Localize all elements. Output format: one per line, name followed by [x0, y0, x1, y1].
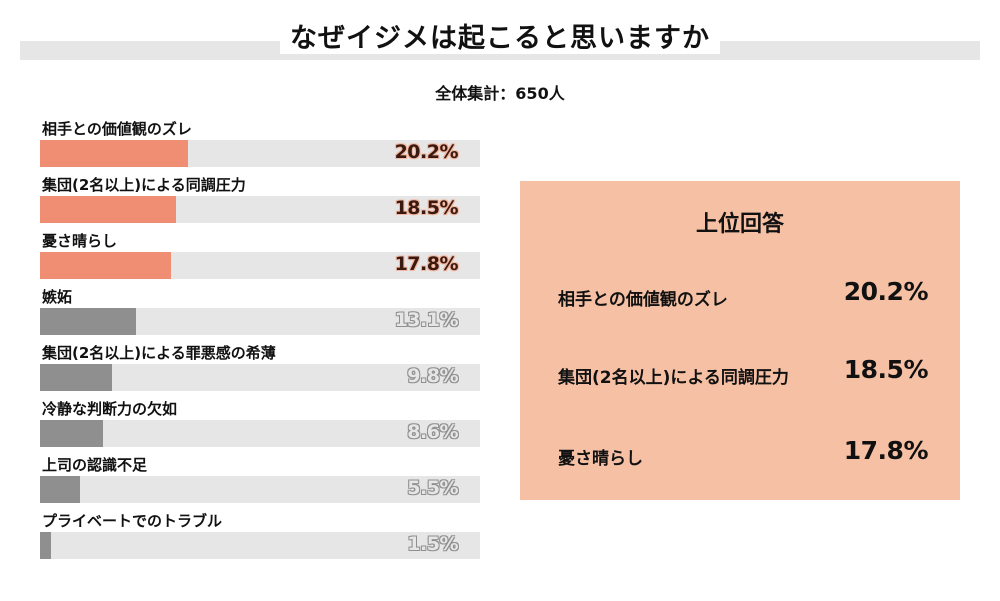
bar-track — [40, 364, 480, 391]
bar-category-label: 上司の認識不足 — [42, 456, 148, 474]
bar — [40, 532, 51, 559]
bar — [40, 364, 112, 391]
bar — [40, 140, 188, 167]
total-respondents: 全体集計：650人 — [435, 84, 565, 103]
bar-track — [40, 196, 480, 223]
bar-value-label: 18.5% — [394, 197, 459, 219]
bar-row: 嫉妬 13.1% — [40, 286, 480, 336]
bar-row: プライベートでのトラブル 1.5% — [40, 510, 480, 560]
bar-row: 相手との価値観のズレ 20.2% — [40, 118, 480, 168]
bar — [40, 252, 171, 279]
bar-track — [40, 308, 480, 335]
top-answer-3-value: 17.8% — [843, 436, 929, 465]
bar — [40, 196, 176, 223]
chart-title-text: なぜイジメは起こると思いますか — [280, 23, 720, 54]
bar — [40, 420, 103, 447]
bar-track — [40, 140, 480, 167]
bar — [40, 476, 80, 503]
top-answer-2: 集団(2名以上)による同調圧力 18.5% — [558, 355, 929, 391]
bar — [40, 308, 136, 335]
bar-category-label: 相手との価値観のズレ — [42, 120, 192, 138]
bar-value-label: 17.8% — [394, 253, 459, 275]
bar-category-label: 集団(2名以上)による罪悪感の希薄 — [42, 344, 276, 362]
top-answer-3-label: 憂さ晴らし — [558, 449, 643, 469]
top-answer-1-value: 20.2% — [843, 277, 929, 306]
bar-value-label: 13.1% — [394, 309, 459, 331]
bar-value-label: 9.8% — [407, 365, 458, 387]
bar-row: 上司の認識不足 5.5% — [40, 454, 480, 504]
bar-chart: 相手との価値観のズレ 20.2% 集団(2名以上)による同調圧力 18.5% 憂さ晴らし… — [40, 118, 480, 563]
bar-track — [40, 420, 480, 447]
bar-row: 憂さ晴らし 17.8% — [40, 230, 480, 280]
bar-category-label: 嫉妬 — [42, 288, 73, 306]
top-answers-title: 上位回答 — [695, 212, 784, 237]
bar-value-label: 1.5% — [407, 533, 458, 555]
top-answer-2-value: 18.5% — [843, 355, 929, 384]
chart-title: なぜイジメは起こると思いますか — [0, 16, 1000, 55]
top-answers-panel: 上位回答 相手との価値観のズレ 20.2% 集団(2名以上)による同調圧力 18… — [520, 181, 960, 500]
bar-row: 集団(2名以上)による罪悪感の希薄 9.8% — [40, 342, 480, 392]
top-answer-2-label: 集団(2名以上)による同調圧力 — [558, 368, 789, 388]
bar-track — [40, 252, 480, 279]
bar-category-label: 冷静な判断力の欠如 — [42, 400, 178, 418]
bar-row: 冷静な判断力の欠如 8.6% — [40, 398, 480, 448]
bar-value-label: 5.5% — [407, 477, 458, 499]
top-answer-3: 憂さ晴らし 17.8% — [558, 436, 929, 472]
bar-value-label: 8.6% — [407, 421, 458, 443]
bar-track — [40, 532, 480, 559]
top-answer-1-label: 相手との価値観のズレ — [558, 290, 728, 310]
top-answer-1: 相手との価値観のズレ 20.2% — [558, 277, 929, 313]
bar-category-label: プライベートでのトラブル — [42, 512, 223, 530]
bar-track — [40, 476, 480, 503]
bar-value-label: 20.2% — [394, 141, 459, 163]
bar-category-label: 憂さ晴らし — [42, 232, 118, 250]
bar-category-label: 集団(2名以上)による同調圧力 — [42, 176, 246, 194]
bar-row: 集団(2名以上)による同調圧力 18.5% — [40, 174, 480, 224]
